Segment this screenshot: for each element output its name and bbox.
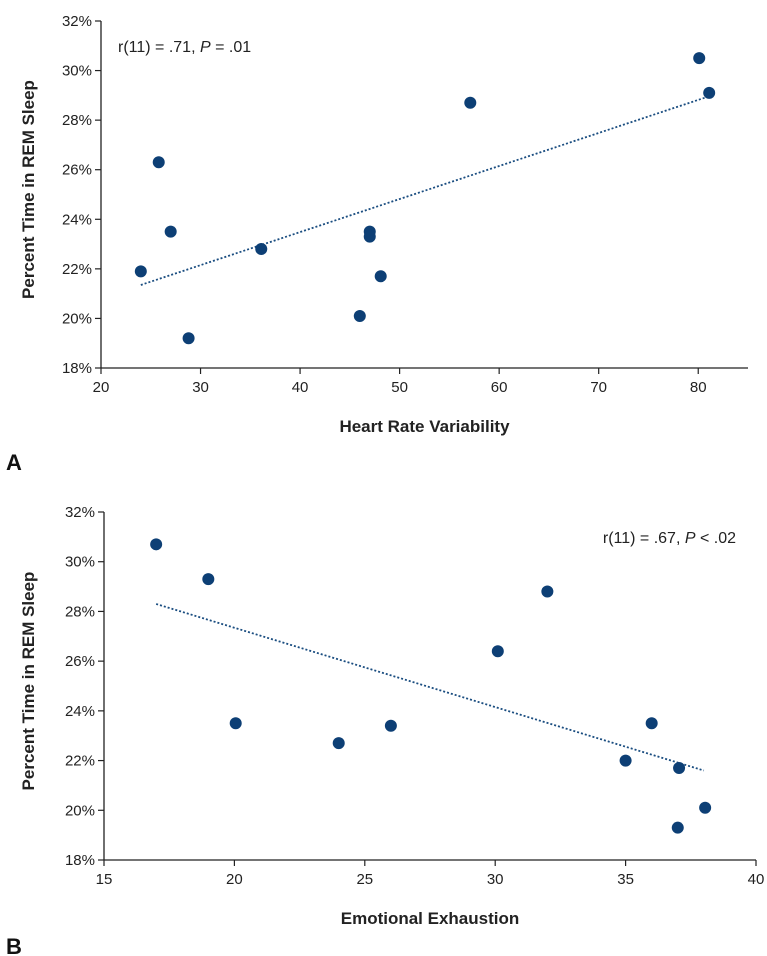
- panel-a-data-point: [255, 243, 268, 256]
- panel-a-x-tick-label: 80: [690, 379, 707, 396]
- panel-b-y-tick-label: 18%: [65, 852, 95, 869]
- panel-a-x-tick-label: 70: [590, 379, 607, 396]
- panel-a-points: [134, 52, 716, 345]
- panel-b-y-tick-label: 24%: [65, 703, 95, 720]
- panel-b-x-tick-label: 20: [226, 871, 243, 888]
- panel-b-annotation: r(11) = .67, P < .02: [603, 530, 736, 547]
- panel-b-data-point: [619, 754, 632, 767]
- panel-a-data-point: [363, 230, 376, 243]
- panel-a-y-tick-label: 26%: [62, 162, 92, 179]
- panel-a-data-point: [374, 270, 387, 283]
- panel-a-x-tick-label: 40: [292, 379, 309, 396]
- panel-a-data-point: [464, 96, 477, 109]
- panel-a-label: A: [6, 450, 22, 475]
- panel-a-y-axis-title: Percent Time in REM Sleep: [19, 80, 38, 299]
- panel-b-x-axis-title: Emotional Exhaustion: [341, 909, 520, 928]
- panel-b-points: [150, 538, 712, 834]
- panel-b-trendline: [155, 603, 705, 772]
- panel-a-y-tick-label: 24%: [62, 211, 92, 228]
- panel-b-x-tick-label: 25: [356, 871, 373, 888]
- panel-b-x-axis: 15 20 25 30 35 40: [96, 860, 765, 888]
- panel-b-y-tick-label: 26%: [65, 653, 95, 670]
- panel-b-label: B: [6, 934, 22, 956]
- panel-b-data-point: [491, 645, 504, 658]
- panel-b-y-tick-label: 22%: [65, 753, 95, 770]
- panel-b-data-point: [645, 717, 658, 730]
- panel-b-data-point: [202, 573, 215, 586]
- panel-b-data-point: [541, 585, 554, 598]
- panel-b-data-point: [699, 801, 712, 814]
- panel-b-data-point: [384, 719, 397, 732]
- panel-a-x-tick-label: 30: [192, 379, 209, 396]
- panel-a-data-point: [703, 86, 716, 99]
- panel-b-y-axis: 18% 20% 22% 24% 26% 28% 30% 32%: [65, 504, 104, 869]
- panel-a-annotation: r(11) = .71, P = .01: [118, 39, 251, 56]
- panel-a-x-tick-label: 60: [491, 379, 508, 396]
- panel-a-x-tick-label: 50: [391, 379, 408, 396]
- panel-a-data-point: [182, 332, 195, 345]
- panel-a-data-point: [134, 265, 147, 278]
- panel-b-data-point: [332, 737, 345, 750]
- panel-b-x-tick-label: 35: [617, 871, 634, 888]
- panel-a-y-tick-label: 28%: [62, 112, 92, 129]
- panel-a-y-tick-label: 18%: [62, 360, 92, 377]
- panel-a-y-axis: 18% 20% 22% 24% 26% 28% 30% 32%: [62, 13, 101, 377]
- panel-b-x-tick-label: 40: [748, 871, 765, 888]
- panel-b-x-tick-label: 30: [487, 871, 504, 888]
- panel-a-y-tick-label: 32%: [62, 13, 92, 30]
- panel-b-y-tick-label: 20%: [65, 802, 95, 819]
- panel-b-data-point: [229, 717, 242, 730]
- panel-a-x-axis-title: Heart Rate Variability: [339, 417, 510, 436]
- panel-b-data-point: [673, 762, 686, 775]
- panel-b: 18% 20% 22% 24% 26% 28% 30% 32% 15 20 25 30 35 40 r(…: [6, 504, 764, 956]
- panel-a-x-axis: 20 30 40 50 60 70 80: [93, 368, 707, 396]
- panel-b-y-axis-title: Percent Time in REM Sleep: [19, 572, 38, 791]
- panel-b-y-tick-label: 28%: [65, 603, 95, 620]
- panel-a-y-tick-label: 20%: [62, 310, 92, 327]
- panel-b-y-tick-label: 30%: [65, 554, 95, 571]
- panel-a: 18%20%22%24%26%28%30%32% 20 30 40 50 60 70 80 …: [6, 13, 748, 475]
- panel-b-x-tick-label: 15: [96, 871, 113, 888]
- panel-a-x-tick-label: 20: [93, 379, 110, 396]
- panel-a-data-point: [164, 225, 177, 238]
- panel-a-data-point: [152, 156, 165, 169]
- panel-a-data-point: [353, 309, 366, 322]
- panel-b-y-tick-label: 32%: [65, 504, 95, 521]
- panel-a-trendline: [140, 95, 709, 286]
- panel-a-data-point: [693, 52, 706, 65]
- panel-a-y-tick-label: 30%: [62, 63, 92, 80]
- panel-a-y-tick-label: 22%: [62, 261, 92, 278]
- panel-b-data-point: [671, 821, 684, 834]
- panel-b-data-point: [150, 538, 163, 551]
